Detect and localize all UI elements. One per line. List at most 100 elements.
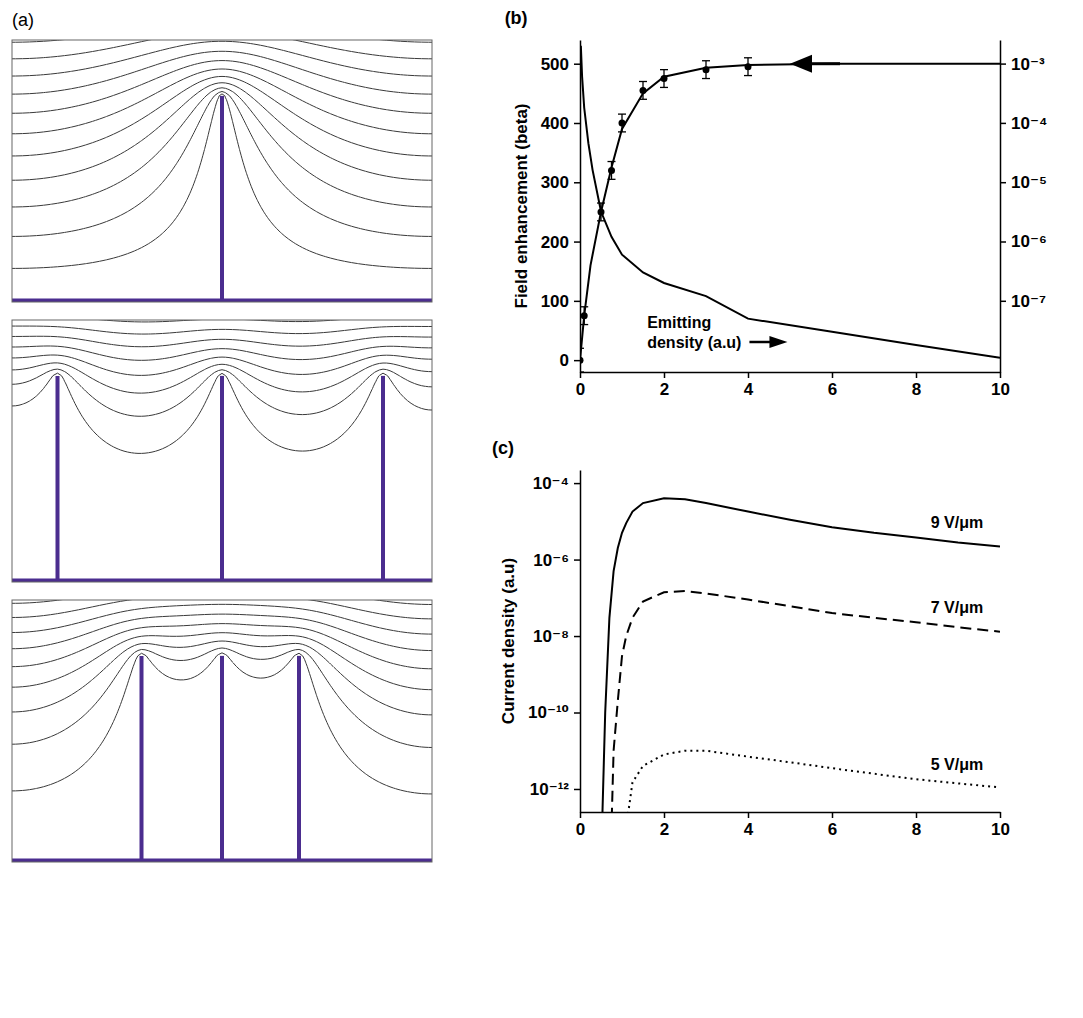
figure: (a)0246810010020030040050010⁻³10⁻⁴10⁻⁵10… <box>0 0 1083 1018</box>
diagram-frame <box>12 320 432 582</box>
x-axis: 0246810 <box>576 812 1010 839</box>
tick: 10⁻⁴ <box>1000 114 1047 133</box>
field-line <box>12 600 432 604</box>
labels: Emittingdensity (a.u) <box>647 55 840 351</box>
labels: 9 V/μm7 V/μm5 V/μm <box>931 514 983 773</box>
field-line <box>12 600 432 634</box>
tick-mark <box>1000 812 1002 818</box>
nanotube <box>220 376 224 582</box>
tick: 0 <box>560 351 580 370</box>
tick: 10 <box>991 372 1010 399</box>
tick: 10⁻¹² <box>530 780 580 799</box>
diagram-frame <box>12 600 432 862</box>
line <box>609 591 1000 812</box>
tick: 10⁻⁸ <box>533 627 580 646</box>
tick-label: 10⁻⁴ <box>1011 114 1047 133</box>
axis-line <box>581 372 1001 374</box>
y-axis-title: Current density (a.u) <box>499 558 518 724</box>
tick: 2 <box>660 372 669 399</box>
y-axis: 10⁻⁴ 10⁻⁶ 10⁻⁸ 10⁻¹⁰ 10⁻¹² <box>528 471 581 813</box>
axis-line <box>581 812 1001 814</box>
axis-line <box>580 41 582 373</box>
tick-label: 100 <box>541 292 569 311</box>
error-bar <box>702 61 710 79</box>
tick-label: 400 <box>541 114 569 133</box>
tick: 200 <box>541 233 580 252</box>
tick-label: 0 <box>576 380 585 399</box>
tick-mark <box>574 123 580 125</box>
field-line <box>12 40 432 76</box>
tick-label: 10⁻⁸ <box>533 627 569 646</box>
tick-label: 6 <box>828 380 837 399</box>
y-axis: 0 100 200 300 400 500 <box>541 41 581 373</box>
substrate <box>12 299 432 303</box>
diagram <box>12 40 432 302</box>
diagram <box>12 600 432 862</box>
field-line <box>12 40 432 94</box>
nanotube <box>220 656 224 862</box>
panel-label: (b) <box>505 8 528 28</box>
tick: 2 <box>660 812 669 839</box>
tick-label: 500 <box>541 55 569 74</box>
nanotube <box>140 656 144 862</box>
tick-mark <box>1000 372 1002 378</box>
field-line <box>12 320 432 347</box>
tick-mark <box>1000 123 1006 125</box>
tick-label: 2 <box>660 820 669 839</box>
tick-label: 10⁻¹² <box>530 780 570 799</box>
tick-label: 10⁻⁶ <box>533 551 569 570</box>
tick-mark <box>1000 63 1006 65</box>
points <box>580 63 752 363</box>
tick: 4 <box>744 812 754 839</box>
tick: 4 <box>744 372 754 399</box>
tick: 10⁻⁶ <box>1000 232 1047 251</box>
nanotube <box>220 96 224 302</box>
tick-label: 0 <box>576 820 585 839</box>
tick: 10⁻⁷ <box>1000 292 1046 311</box>
x-axis: 0246810 <box>576 372 1010 399</box>
plot-panel: 0246810010020030040050010⁻³10⁻⁴10⁻⁵10⁻⁶1… <box>505 8 1048 399</box>
tick-mark <box>748 812 750 818</box>
tick-label: 4 <box>744 380 754 399</box>
tick: 10⁻¹⁰ <box>528 703 580 722</box>
field-line <box>12 320 432 334</box>
panel-label: (a) <box>12 10 34 30</box>
tick-mark <box>832 812 834 818</box>
line <box>581 46 1000 358</box>
tick-label: 6 <box>828 820 837 839</box>
tick-label: 10⁻⁴ <box>533 474 569 493</box>
series-label: Emittingdensity (a.u) <box>647 314 741 351</box>
tick-label: 10⁻⁵ <box>1011 173 1047 192</box>
series-label: 7 V/μm <box>931 599 983 616</box>
tick-mark <box>916 812 918 818</box>
tick-label: 10⁻¹⁰ <box>528 703 569 722</box>
axis-line <box>1000 41 1002 373</box>
tick-mark <box>574 636 580 638</box>
plot-panel: 024681010⁻⁴10⁻⁶10⁻⁸10⁻¹⁰10⁻¹²Current den… <box>492 438 1010 904</box>
line <box>622 751 1000 812</box>
tick-mark <box>1000 182 1006 184</box>
tick-mark <box>580 372 582 378</box>
tick-mark <box>574 483 580 485</box>
tick: 300 <box>541 173 580 192</box>
tick: 6 <box>828 812 837 839</box>
tick-mark <box>574 182 580 184</box>
tick-mark <box>1000 301 1006 303</box>
line <box>580 64 1000 360</box>
tick-mark <box>574 712 580 714</box>
error-bars <box>580 58 752 372</box>
tick: 500 <box>541 55 580 74</box>
tick-label: 0 <box>560 351 569 370</box>
tick-label: 10⁻⁷ <box>1011 292 1046 311</box>
tick-label: 2 <box>660 380 669 399</box>
y2-axis: 10⁻³10⁻⁴10⁻⁵10⁻⁶10⁻⁷ <box>1000 41 1047 373</box>
nanotube <box>381 376 385 582</box>
label-arrow <box>749 336 787 348</box>
tick: 10⁻⁴ <box>533 474 580 493</box>
tick-mark <box>574 301 580 303</box>
tick-mark <box>832 372 834 378</box>
series-label: 5 V/μm <box>931 756 983 773</box>
tick-mark <box>574 789 580 791</box>
tick-label: 200 <box>541 233 569 252</box>
field-line <box>12 40 432 59</box>
